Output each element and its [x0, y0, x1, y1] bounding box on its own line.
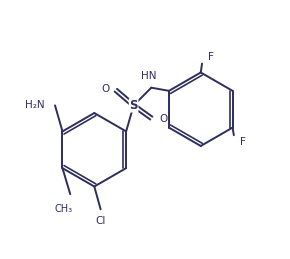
Text: CH₃: CH₃ — [55, 204, 73, 214]
Text: O: O — [159, 114, 167, 124]
Text: O: O — [101, 84, 110, 94]
Text: F: F — [208, 52, 214, 62]
Text: H₂N: H₂N — [25, 100, 45, 110]
Text: HN: HN — [141, 71, 157, 81]
Text: F: F — [240, 136, 246, 147]
Text: S: S — [129, 99, 138, 112]
Text: Cl: Cl — [95, 216, 106, 226]
